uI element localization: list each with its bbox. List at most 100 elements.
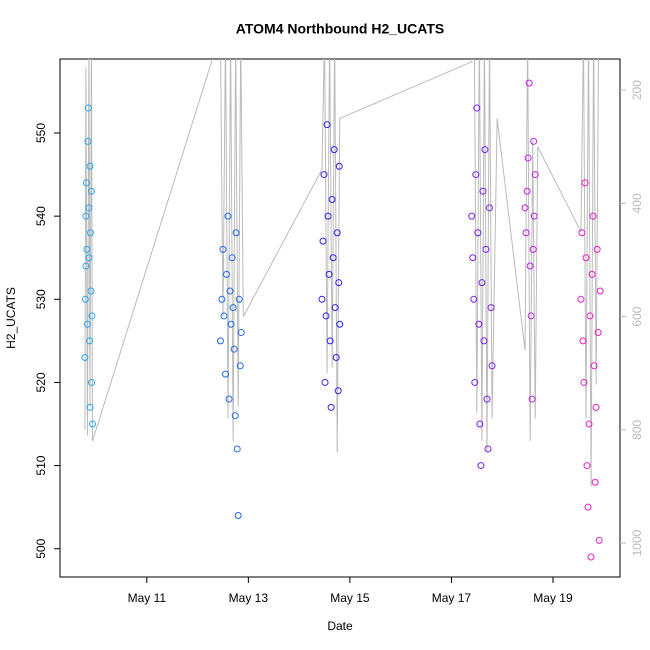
data-point [478, 279, 486, 287]
data-point [470, 295, 478, 303]
x-tick-label: May 15 [330, 591, 370, 605]
data-point [85, 337, 93, 345]
data-point [334, 387, 342, 395]
data-point [86, 162, 94, 170]
data-point [587, 553, 595, 561]
data-point [471, 378, 479, 386]
data-point [336, 320, 344, 328]
data-point [589, 212, 597, 220]
data-point [82, 262, 90, 270]
data-point [483, 395, 491, 403]
data-point [323, 121, 331, 129]
data-point [583, 462, 591, 470]
data-point [81, 353, 89, 361]
data-point [86, 229, 94, 237]
data-point [531, 171, 539, 179]
data-point [529, 245, 537, 253]
data-point [579, 337, 587, 345]
data-point [327, 403, 335, 411]
y2-tick-label: 1000 [630, 529, 644, 556]
data-point [88, 420, 96, 428]
data-point [219, 245, 227, 253]
data-point [85, 254, 93, 262]
x-tick-label: May 13 [229, 591, 269, 605]
data-point [526, 262, 534, 270]
pressure-line [84, 59, 599, 487]
y2-tick-label: 200 [630, 80, 644, 100]
data-point [479, 187, 487, 195]
data-point [335, 162, 343, 170]
data-point [84, 137, 92, 145]
data-point [222, 370, 230, 378]
data-point [523, 187, 531, 195]
data-point [586, 312, 594, 320]
y-tick-label: 520 [34, 372, 48, 392]
data-point [87, 287, 95, 295]
data-point [229, 304, 237, 312]
plot-frame [59, 58, 621, 578]
data-point [83, 245, 91, 253]
data-point [81, 295, 89, 303]
y-tick-label: 510 [34, 455, 48, 475]
data-point [525, 79, 533, 87]
data-point [486, 204, 494, 212]
data-point [476, 420, 484, 428]
data-point [482, 245, 490, 253]
x-tick-label: May 17 [432, 591, 472, 605]
data-point [224, 212, 232, 220]
data-point [329, 254, 337, 262]
y2-tick-label: 600 [630, 306, 644, 326]
data-point [228, 254, 236, 262]
data-point [481, 146, 489, 154]
x-axis-label: Date [327, 619, 353, 633]
data-point [236, 362, 244, 370]
data-point [577, 295, 585, 303]
data-point [524, 154, 532, 162]
data-point [233, 445, 241, 453]
data-point [319, 237, 327, 245]
y-tick-label: 540 [34, 206, 48, 226]
data-point [484, 445, 492, 453]
data-point [86, 403, 94, 411]
data-point [595, 536, 603, 544]
data-point [87, 187, 95, 195]
data-point [591, 478, 599, 486]
data-point [592, 403, 600, 411]
data-point [584, 503, 592, 511]
data-point [231, 412, 239, 420]
data-point [332, 353, 340, 361]
y2-tick-label: 800 [630, 419, 644, 439]
data-point [85, 204, 93, 212]
data-point [473, 104, 481, 112]
y-tick-label: 500 [34, 538, 48, 558]
data-point [528, 395, 536, 403]
data-point [225, 395, 233, 403]
data-point [326, 337, 334, 345]
data-point [527, 312, 535, 320]
data-point [328, 196, 336, 204]
y-tick-label: 550 [34, 123, 48, 143]
data-point [530, 137, 538, 145]
data-point [530, 212, 538, 220]
data-point [469, 254, 477, 262]
data-point [590, 362, 598, 370]
data-point [87, 378, 95, 386]
data-point [331, 304, 339, 312]
data-point [216, 337, 224, 345]
data-point [325, 270, 333, 278]
data-point [487, 304, 495, 312]
data-point [580, 378, 588, 386]
data-point [234, 511, 242, 519]
x-tick-label: May 11 [128, 591, 167, 605]
data-point [218, 295, 226, 303]
data-point [335, 279, 343, 287]
data-point [82, 212, 90, 220]
data-point [84, 104, 92, 112]
x-tick-label: May 19 [533, 591, 573, 605]
chart-title: ATOM4 Northbound H2_UCATS [236, 21, 444, 37]
data-point [582, 254, 590, 262]
data-point [581, 179, 589, 187]
data-point [333, 229, 341, 237]
